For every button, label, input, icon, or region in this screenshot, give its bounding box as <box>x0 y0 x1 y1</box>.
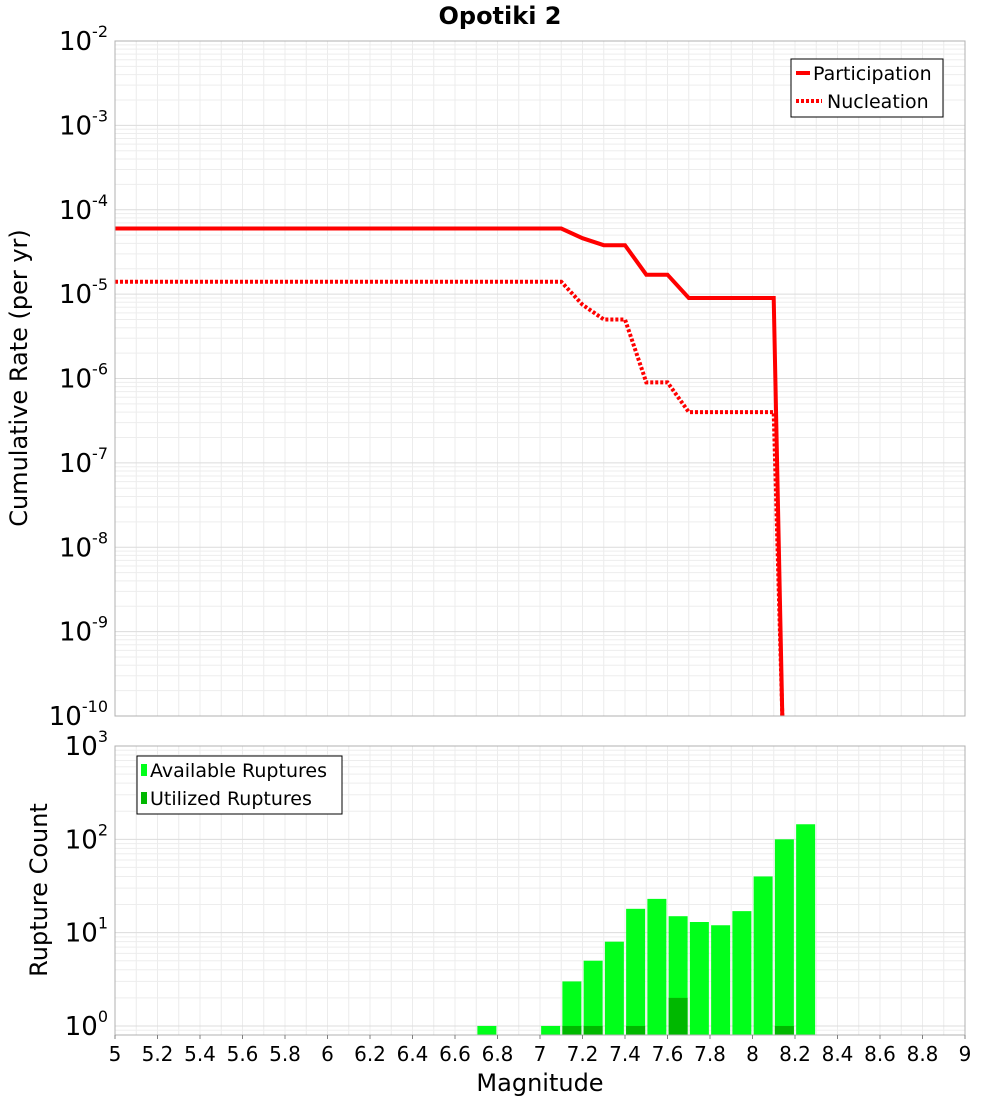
x-tick-label: 6.8 <box>482 1042 514 1066</box>
x-axis-label: Magnitude <box>476 1069 603 1097</box>
count-bars <box>477 824 816 1035</box>
x-tick-label: 6.4 <box>397 1042 429 1066</box>
legend-utilized-label: Utilized Ruptures <box>150 788 312 810</box>
x-tick-label: 7.4 <box>609 1042 641 1066</box>
chart-title: Opotiki 2 <box>438 2 561 30</box>
x-tick-label: 5.6 <box>227 1042 259 1066</box>
available-rupture-bar <box>626 908 646 1035</box>
available-rupture-bar <box>477 1025 497 1035</box>
x-tick-label: 6 <box>321 1042 334 1066</box>
x-tick-label: 7.2 <box>567 1042 599 1066</box>
rate-y-ticks: 10-2 10-3 10-4 10-5 10-6 10-7 10-8 10-9 10-10 <box>49 22 108 732</box>
rate-plot-frame <box>114 40 966 717</box>
y-tick-label: 10-7 <box>59 444 108 479</box>
y-tick-label: 10-3 <box>59 106 108 141</box>
y-axis-label-rate: Cumulative Rate (per yr) <box>5 229 33 527</box>
available-rupture-bar <box>604 941 624 1035</box>
x-tick-label: 9 <box>959 1042 972 1066</box>
x-tick-label: 8.4 <box>822 1042 854 1066</box>
utilized-rupture-bar <box>562 1025 582 1035</box>
available-rupture-bar <box>753 876 773 1035</box>
available-rupture-bar <box>711 925 731 1035</box>
available-rupture-bar <box>774 839 794 1035</box>
x-tick-label: 5.2 <box>142 1042 174 1066</box>
legend-participation-label: Participation <box>813 63 932 85</box>
x-tick-label: 7.8 <box>694 1042 726 1066</box>
x-ticks: 5 5.2 5.4 5.6 5.8 6 6.2 6.4 6.6 6.8 7 7.2 7.4 7.6 7.8 8… <box>109 1035 972 1066</box>
y-tick-label: 100 <box>65 1007 108 1042</box>
x-tick-label: 5 <box>109 1042 122 1066</box>
y-tick-label: 103 <box>65 727 108 762</box>
available-rupture-bar <box>796 824 816 1035</box>
rate-lines <box>115 226 785 717</box>
nucleation-line <box>115 279 785 717</box>
count-legend: Available Ruptures Utilized Ruptures <box>136 755 343 815</box>
available-rupture-bar <box>583 960 603 1035</box>
legend-available-label: Available Ruptures <box>150 760 327 782</box>
available-rupture-bar <box>732 911 752 1035</box>
x-tick-label: 6.2 <box>354 1042 386 1066</box>
y-axis-label-count: Rupture Count <box>25 803 53 977</box>
rate-legend-box <box>790 58 944 118</box>
y-tick-label: 102 <box>65 820 108 855</box>
utilized-rupture-bar <box>583 1025 603 1035</box>
x-tick-label: 5.8 <box>269 1042 301 1066</box>
count-legend-box <box>136 755 343 815</box>
y-tick-label: 10-5 <box>59 275 108 310</box>
y-tick-label: 10-2 <box>59 22 108 57</box>
available-rupture-bar <box>689 922 709 1035</box>
legend-nucleation-label: Nucleation <box>827 91 929 113</box>
rate-legend: Participation Nucleation <box>790 58 944 118</box>
rate-plot-grid <box>114 41 966 717</box>
x-tick-label: 5.4 <box>184 1042 216 1066</box>
x-tick-label: 8.2 <box>779 1042 811 1066</box>
legend-utilized-swatch <box>141 792 147 804</box>
y-tick-label: 101 <box>65 914 108 949</box>
x-tick-label: 7 <box>534 1042 547 1066</box>
utilized-rupture-bar <box>774 1025 794 1035</box>
count-y-ticks: 103 102 101 100 <box>65 727 108 1042</box>
legend-available-swatch <box>141 764 147 776</box>
available-rupture-bar <box>647 898 667 1035</box>
x-tick-label: 8.6 <box>864 1042 896 1066</box>
utilized-rupture-bar <box>668 997 688 1035</box>
x-tick-label: 8 <box>746 1042 759 1066</box>
utilized-rupture-bar <box>626 1025 646 1035</box>
x-tick-label: 8.8 <box>907 1042 939 1066</box>
y-tick-label: 10-4 <box>59 191 108 226</box>
y-tick-label: 10-9 <box>59 613 108 648</box>
y-tick-label: 10-6 <box>59 360 108 395</box>
x-tick-label: 6.6 <box>439 1042 471 1066</box>
y-tick-label: 10-10 <box>49 697 108 732</box>
participation-line <box>115 226 785 717</box>
y-tick-label: 10-8 <box>59 528 108 563</box>
available-rupture-bar <box>562 981 582 1035</box>
x-tick-label: 7.6 <box>652 1042 684 1066</box>
available-rupture-bar <box>541 1025 561 1035</box>
